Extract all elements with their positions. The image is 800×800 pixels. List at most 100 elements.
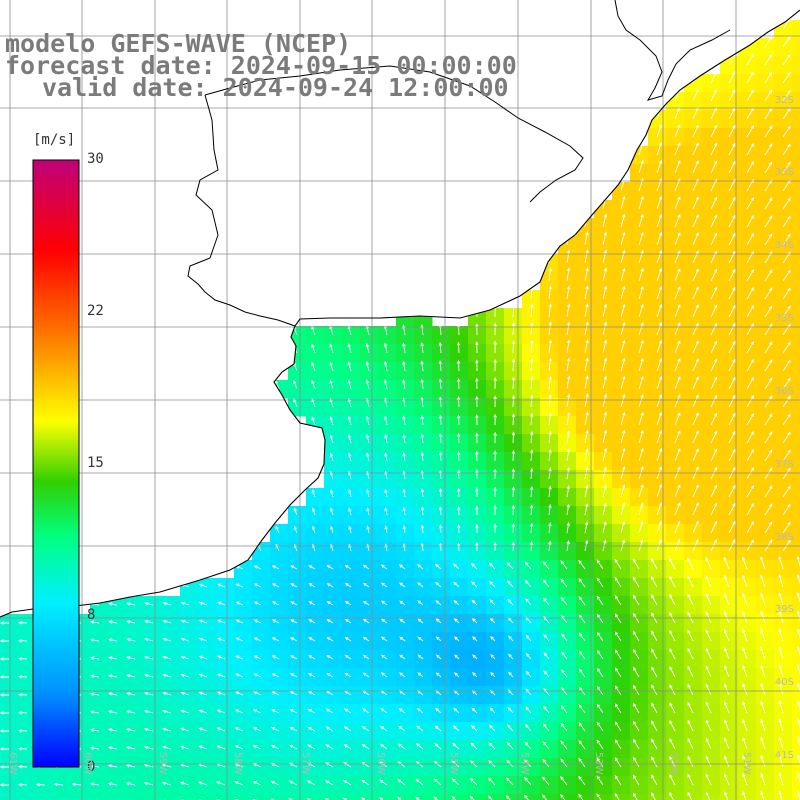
wind-cell — [684, 236, 703, 255]
wind-cell — [720, 254, 739, 273]
wind-cell — [558, 308, 577, 327]
wind-arrow — [525, 598, 532, 606]
wind-arrow — [746, 412, 755, 426]
wind-arrow — [397, 743, 406, 750]
wind-cell — [288, 740, 307, 759]
wind-arrow — [687, 593, 694, 606]
wind-arrow — [760, 646, 766, 660]
wind-arrow — [638, 357, 644, 372]
wind-arrow — [347, 325, 352, 336]
wind-arrow — [180, 673, 190, 678]
wind-arrow — [162, 727, 172, 732]
wind-cell — [306, 704, 325, 723]
wind-cell — [720, 362, 739, 381]
wind-arrow — [398, 672, 406, 678]
wind-arrow — [782, 413, 791, 426]
wind-cell — [756, 218, 775, 237]
wind-arrow — [217, 655, 226, 660]
wind-cell — [522, 326, 541, 345]
wind-arrow — [380, 600, 388, 606]
wind-cell — [792, 182, 800, 201]
wind-cell — [540, 524, 559, 543]
wind-arrow — [778, 790, 783, 800]
wind-arrow — [728, 304, 736, 318]
wind-arrow — [584, 339, 589, 354]
lon-label-56w: 56W — [375, 752, 386, 775]
wind-arrow — [17, 639, 28, 643]
wind-cell — [666, 290, 685, 309]
wind-cell — [576, 542, 595, 561]
wind-arrow — [307, 690, 316, 696]
wind-cell — [522, 668, 541, 687]
wind-cell — [756, 452, 775, 471]
lon-label-60w: 60W — [82, 752, 93, 775]
wind-cell — [558, 470, 577, 489]
wind-cell — [396, 614, 415, 633]
wind-arrow — [548, 448, 552, 462]
wind-cell — [702, 200, 721, 219]
wind-arrow — [746, 520, 755, 534]
wind-arrow — [692, 142, 699, 156]
valid-date: valid date: 2024-09-24 12:00:00 — [42, 73, 509, 102]
wind-cell — [558, 398, 577, 417]
wind-arrow — [490, 671, 496, 678]
wind-cell — [414, 686, 433, 705]
wind-arrow — [89, 782, 100, 786]
wind-cell — [558, 614, 577, 633]
wind-arrow — [344, 600, 352, 606]
wind-cell — [342, 614, 361, 633]
wind-cell — [432, 542, 451, 561]
wind-arrow — [651, 630, 658, 642]
wind-cell — [630, 236, 649, 255]
wind-cell — [90, 704, 109, 723]
wind-arrow — [493, 450, 497, 462]
wind-arrow — [638, 447, 644, 462]
wind-cell — [720, 452, 739, 471]
wind-cell — [342, 668, 361, 687]
wind-cell — [792, 560, 800, 579]
wind-arrow — [796, 646, 800, 658]
wind-cell — [0, 614, 19, 633]
wind-arrow — [524, 776, 532, 786]
wind-cell — [126, 614, 145, 633]
wind-arrow — [741, 556, 748, 570]
wind-cell — [360, 344, 379, 363]
wind-cell — [432, 344, 451, 363]
wind-cell — [414, 542, 433, 561]
wind-cell — [468, 686, 487, 705]
wind-arrow — [723, 755, 730, 768]
wind-arrow — [760, 556, 766, 570]
wind-cell — [666, 164, 685, 183]
wind-cell — [648, 560, 667, 579]
wind-arrow — [656, 267, 663, 282]
wind-arrow — [308, 637, 316, 642]
wind-cell — [756, 74, 775, 93]
wind-cell — [360, 362, 379, 381]
wind-arrow — [89, 764, 100, 768]
wind-arrow — [782, 449, 791, 462]
wind-arrow — [508, 671, 514, 678]
wind-arrow — [107, 656, 118, 660]
wind-cell — [756, 164, 775, 183]
wind-cell — [792, 272, 800, 291]
wind-arrow — [344, 672, 352, 678]
wind-cell — [594, 596, 613, 615]
wind-cell — [522, 416, 541, 435]
wind-cell — [324, 452, 343, 471]
wind-cell — [648, 596, 667, 615]
wind-arrow — [489, 617, 496, 624]
wind-arrow — [475, 414, 479, 426]
wind-cell — [738, 650, 757, 669]
wind-cell — [432, 398, 451, 417]
wind-arrow — [543, 705, 550, 714]
wind-arrow — [379, 743, 388, 750]
wind-arrow — [511, 522, 516, 534]
wind-cell — [198, 650, 217, 669]
wind-cell — [306, 632, 325, 651]
wind-cell — [486, 506, 505, 525]
wind-arrow — [380, 672, 388, 678]
wind-cell — [162, 794, 181, 800]
wind-cell — [414, 434, 433, 453]
wind-arrow — [692, 502, 699, 516]
